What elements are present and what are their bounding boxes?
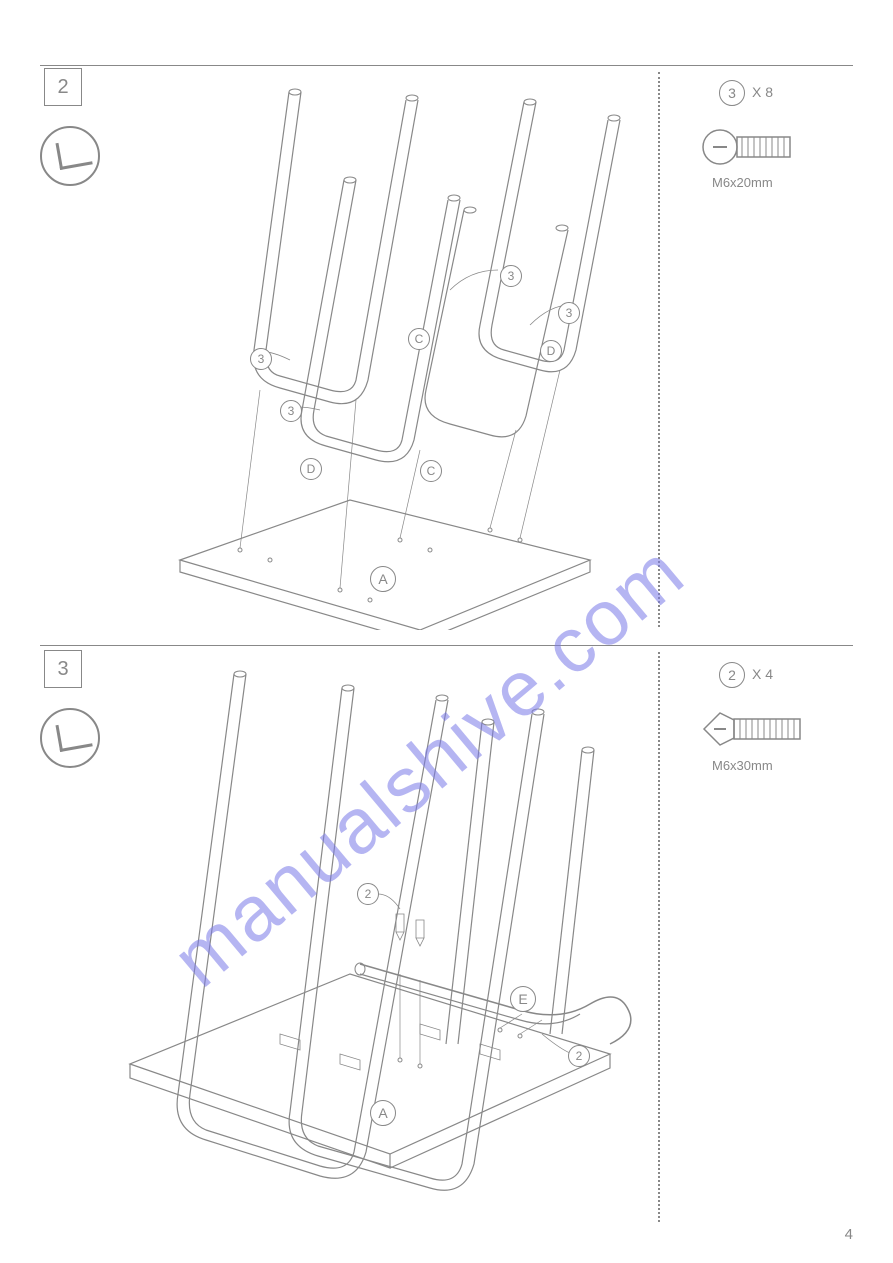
- divider: [658, 652, 660, 1222]
- hardware-id-circle: 3: [719, 80, 745, 106]
- callout-D: D: [300, 458, 322, 480]
- callout-A: A: [370, 566, 396, 592]
- callout-C: C: [408, 328, 430, 350]
- callout-E: E: [510, 986, 536, 1012]
- step-number-box: 3: [44, 650, 82, 688]
- hardware-qty: X 4: [752, 666, 773, 682]
- allen-key-icon: [55, 719, 92, 751]
- callout-3: 3: [280, 400, 302, 422]
- callout-C: C: [420, 460, 442, 482]
- callout-3: 3: [500, 265, 522, 287]
- step-number: 2: [57, 76, 68, 99]
- callout-2: 2: [357, 883, 379, 905]
- hardware-dim: M6x30mm: [712, 758, 773, 773]
- hardware-id: 3: [728, 85, 736, 101]
- callout-D: D: [540, 340, 562, 362]
- hardware-id: 2: [728, 667, 736, 683]
- page-number: 4: [845, 1226, 853, 1243]
- step-number: 3: [57, 658, 68, 681]
- manual-page: 2 3 X 8 M6x20mm: [0, 0, 893, 1263]
- callout-2: 2: [568, 1045, 590, 1067]
- bolt-icon: [700, 122, 810, 172]
- callout-3: 3: [558, 302, 580, 324]
- top-rule: [40, 65, 853, 66]
- assembly-diagram-step2: [120, 70, 640, 630]
- tool-icon: [40, 126, 100, 186]
- hardware-qty: X 8: [752, 84, 773, 100]
- mid-rule: [40, 645, 853, 646]
- allen-key-icon: [55, 137, 92, 169]
- step-number-box: 2: [44, 68, 82, 106]
- bolt-icon: [700, 704, 820, 754]
- callout-A: A: [370, 1100, 396, 1126]
- hardware-id-circle: 2: [719, 662, 745, 688]
- callout-3: 3: [250, 348, 272, 370]
- assembly-diagram-step3: [90, 654, 650, 1224]
- divider: [658, 72, 660, 627]
- hardware-dim: M6x20mm: [712, 175, 773, 190]
